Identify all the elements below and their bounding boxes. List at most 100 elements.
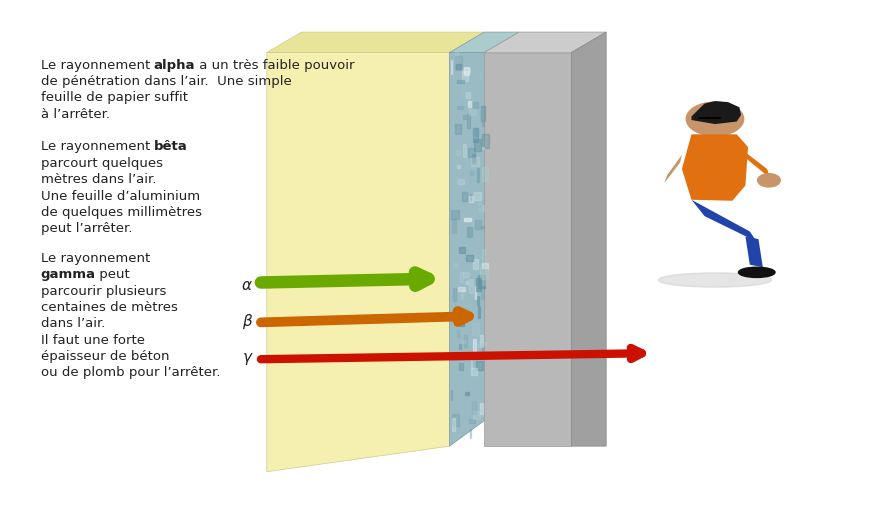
Bar	[463, 71, 469, 81]
Bar	[451, 390, 452, 400]
Bar	[459, 247, 464, 253]
Bar	[459, 318, 464, 325]
Bar	[473, 128, 478, 142]
Bar	[468, 148, 475, 157]
Bar	[481, 286, 485, 299]
Bar	[482, 167, 488, 181]
Text: de pénétration dans l’air.  Une simple: de pénétration dans l’air. Une simple	[40, 75, 292, 88]
Text: parcourt quelques: parcourt quelques	[40, 157, 162, 170]
Bar	[482, 134, 489, 148]
Polygon shape	[267, 32, 485, 52]
Bar	[474, 192, 481, 200]
Bar	[478, 431, 483, 438]
Bar	[467, 115, 470, 128]
Bar	[452, 219, 457, 233]
Bar	[482, 122, 484, 126]
Bar	[483, 249, 485, 263]
Bar	[471, 171, 473, 175]
Text: à l’arrêter.: à l’arrêter.	[40, 108, 109, 121]
Polygon shape	[485, 52, 572, 446]
Bar	[472, 401, 476, 414]
Bar	[473, 259, 478, 269]
Text: Le rayonnement: Le rayonnement	[40, 59, 154, 71]
Bar	[464, 218, 471, 221]
Bar	[450, 60, 452, 74]
Bar	[465, 281, 468, 284]
Text: γ: γ	[243, 350, 252, 365]
Bar	[481, 226, 485, 228]
Text: Il faut une forte: Il faut une forte	[40, 334, 145, 346]
Polygon shape	[450, 52, 485, 446]
Text: Le rayonnement: Le rayonnement	[40, 140, 154, 154]
Bar	[480, 342, 485, 345]
Polygon shape	[737, 145, 770, 178]
Bar	[459, 363, 464, 370]
Text: peut l’arrêter.: peut l’arrêter.	[40, 222, 132, 235]
Bar	[469, 196, 473, 202]
Bar	[452, 418, 456, 431]
Text: parcourir plusieurs: parcourir plusieurs	[40, 285, 166, 298]
Bar	[457, 287, 464, 291]
Bar	[457, 151, 460, 155]
Polygon shape	[664, 155, 682, 183]
Bar	[471, 225, 472, 238]
Bar	[475, 286, 476, 299]
Bar	[477, 296, 478, 305]
Bar	[470, 279, 473, 292]
Bar	[482, 272, 485, 285]
Bar	[466, 227, 472, 237]
Text: Le rayonnement: Le rayonnement	[40, 252, 150, 265]
Bar	[457, 331, 459, 337]
Bar	[480, 403, 483, 414]
Bar	[455, 124, 461, 134]
Bar	[477, 361, 484, 371]
Bar	[471, 360, 472, 368]
Bar	[457, 80, 464, 83]
Bar	[466, 91, 470, 98]
Text: feuille de papier suffit: feuille de papier suffit	[40, 91, 188, 104]
Polygon shape	[691, 200, 757, 242]
Bar	[479, 208, 480, 212]
Bar	[460, 315, 467, 319]
Bar	[478, 306, 480, 318]
Bar	[462, 340, 466, 343]
Polygon shape	[691, 101, 741, 124]
Bar	[471, 219, 473, 226]
Bar	[470, 419, 475, 424]
Bar	[462, 87, 464, 98]
Bar	[471, 368, 477, 375]
Bar	[454, 263, 457, 267]
Bar	[476, 278, 481, 291]
Bar	[475, 220, 481, 229]
Bar	[464, 67, 469, 75]
Text: mètres dans l’air.: mètres dans l’air.	[40, 173, 156, 186]
Bar	[473, 102, 478, 108]
Text: a un très faible pouvoir: a un très faible pouvoir	[195, 59, 354, 71]
Bar	[478, 203, 481, 205]
Text: gamma: gamma	[40, 268, 95, 281]
Polygon shape	[746, 236, 763, 267]
Bar	[482, 147, 485, 149]
Text: centaines de mètres: centaines de mètres	[40, 301, 177, 314]
Bar	[475, 127, 478, 136]
Ellipse shape	[739, 267, 775, 278]
Bar	[461, 289, 463, 299]
Text: Une feuille d’aluminium: Une feuille d’aluminium	[40, 190, 200, 203]
Bar	[482, 343, 484, 353]
Bar	[458, 310, 463, 316]
Bar	[477, 168, 478, 182]
Bar	[471, 157, 478, 167]
Bar	[457, 166, 459, 168]
Bar	[481, 106, 485, 121]
Bar	[452, 414, 458, 426]
Polygon shape	[682, 134, 748, 201]
Polygon shape	[572, 32, 606, 446]
Bar	[456, 64, 461, 69]
Bar	[478, 274, 485, 288]
Bar	[460, 272, 463, 282]
Bar	[463, 144, 466, 157]
Polygon shape	[267, 52, 450, 472]
Bar	[472, 411, 480, 419]
Bar	[455, 48, 458, 64]
Bar	[452, 313, 456, 318]
